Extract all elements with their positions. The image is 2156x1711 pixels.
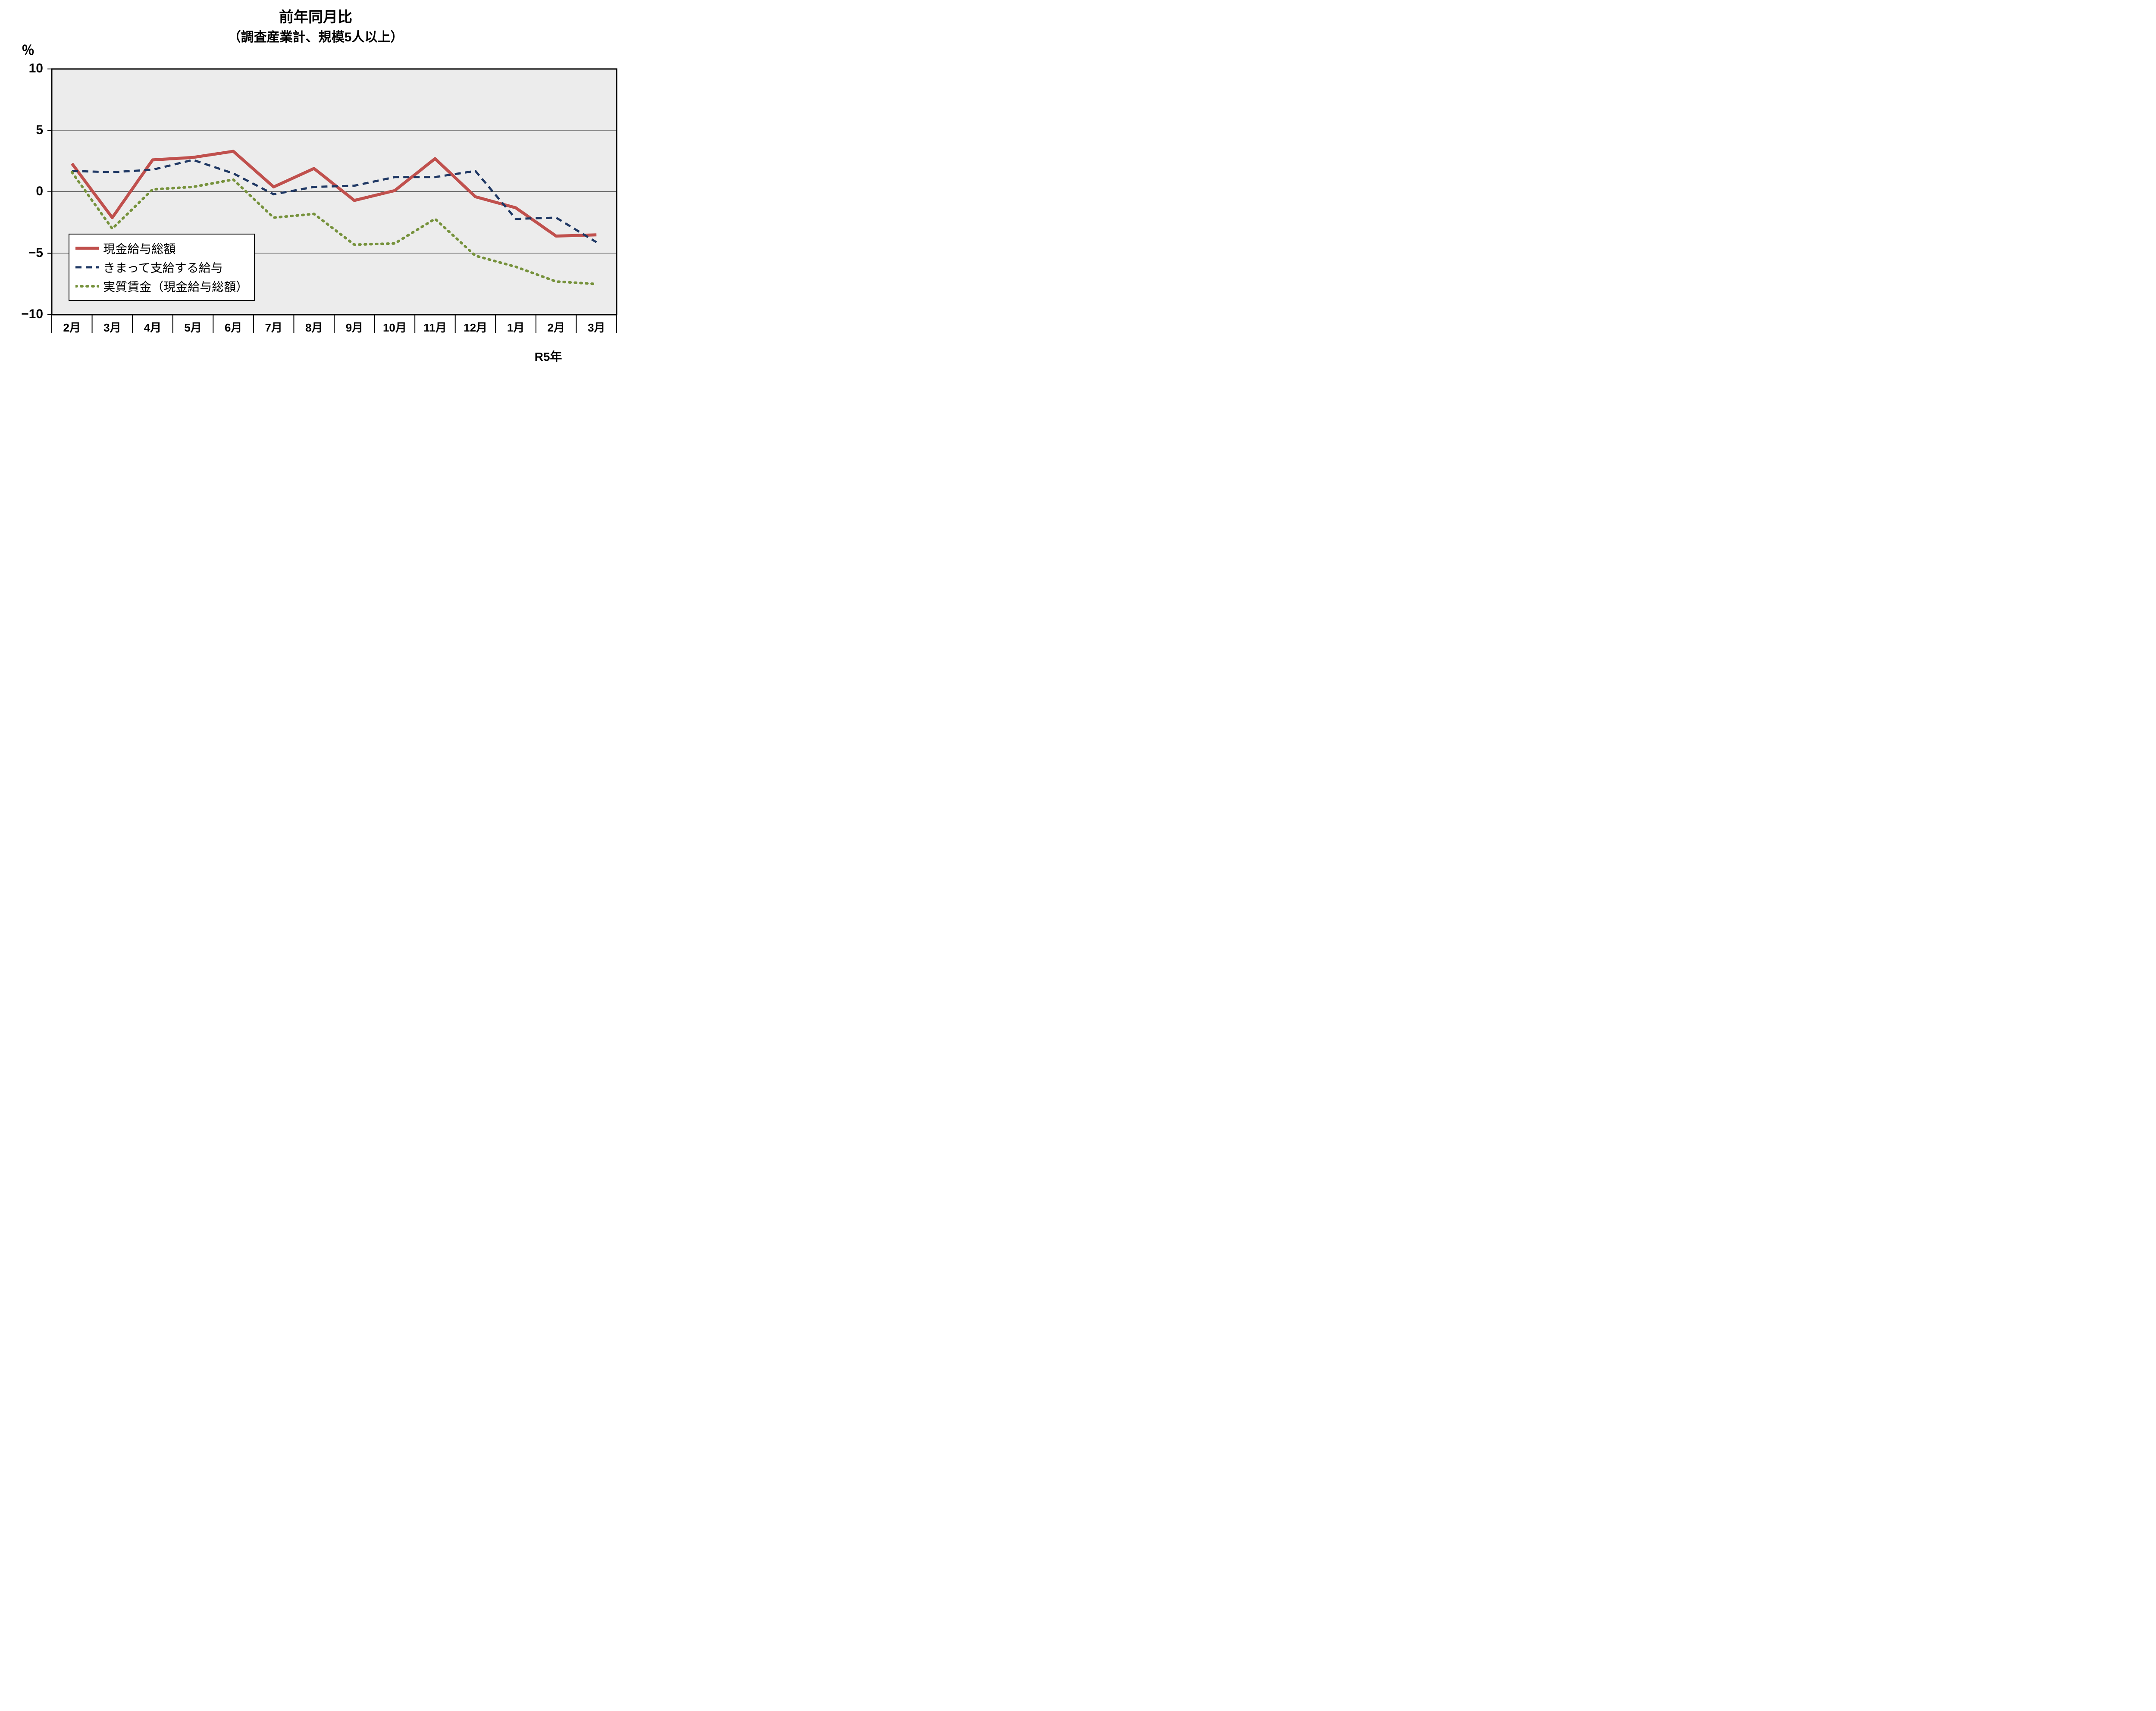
- legend-label: きまって支給する給与: [103, 259, 222, 276]
- y-axis-tick-label: −5: [13, 246, 43, 260]
- x-axis-tick-label: 1月: [495, 319, 536, 335]
- x-axis-tick-label: 2月: [536, 319, 577, 335]
- chart-title: 前年同月比: [0, 5, 631, 26]
- legend-swatch-icon: [75, 283, 99, 290]
- x-axis-labels: 2月3月4月5月6月7月8月9月10月11月12月1月2月3月: [52, 319, 617, 335]
- legend-item: 実質賃金（現金給与総額）: [75, 278, 248, 295]
- x-axis-tick-label: 4月: [132, 319, 173, 335]
- y-axis-tick-label: 0: [13, 184, 43, 199]
- x-axis-tick-label: 9月: [334, 319, 375, 335]
- legend-label: 実質賃金（現金給与総額）: [103, 278, 248, 295]
- x-axis-tick-label: 3月: [92, 319, 133, 335]
- x-axis-tick-label: 11月: [415, 319, 455, 335]
- y-axis-tick-label: 5: [13, 123, 43, 138]
- chart-title-block: 前年同月比（調査産業計、規模5人以上）: [0, 5, 631, 45]
- legend-swatch-icon: [75, 245, 99, 252]
- x-axis-tick-label: 6月: [213, 319, 254, 335]
- x-axis-tick-label: 3月: [577, 319, 617, 335]
- x-axis-tick-label: 7月: [254, 319, 294, 335]
- legend-label: 現金給与総額: [103, 240, 175, 257]
- x-axis-tick-label: 2月: [52, 319, 92, 335]
- x-axis-tick-label: 5月: [173, 319, 213, 335]
- chart-subtitle: （調査産業計、規模5人以上）: [0, 26, 631, 45]
- x-axis-tick-label: 12月: [455, 319, 496, 335]
- legend-swatch-icon: [75, 264, 99, 271]
- legend: 現金給与総額きまって支給する給与実質賃金（現金給与総額）: [69, 234, 255, 301]
- chart-container: 前年同月比（調査産業計、規模5人以上）％−10−505102月3月4月5月6月7…: [0, 0, 631, 411]
- x-axis-era-label: R5年: [535, 347, 562, 365]
- x-axis-tick-label: 10月: [375, 319, 415, 335]
- y-axis-unit: ％: [22, 40, 34, 59]
- legend-item: 現金給与総額: [75, 240, 248, 257]
- y-axis-tick-label: 10: [13, 61, 43, 76]
- x-axis-tick-label: 8月: [294, 319, 334, 335]
- y-axis-tick-label: −10: [13, 307, 43, 322]
- legend-item: きまって支給する給与: [75, 259, 248, 276]
